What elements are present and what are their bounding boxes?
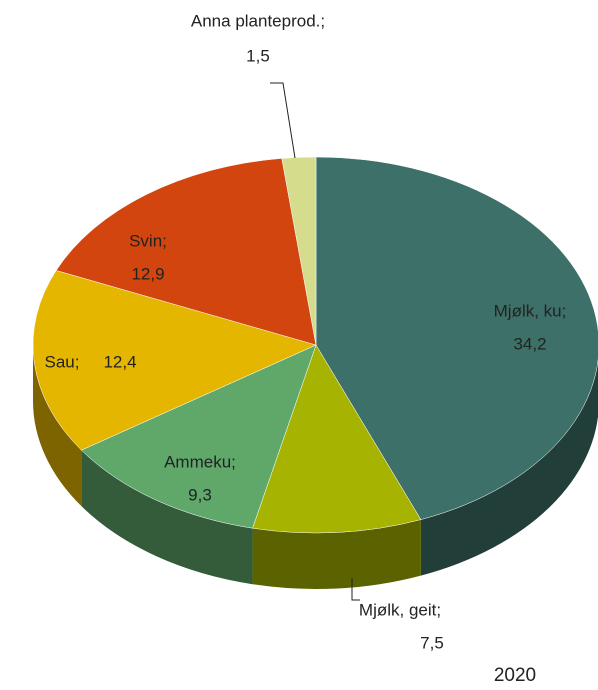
data-label-name: Sau; bbox=[45, 352, 80, 371]
data-label-value: 1,5 bbox=[246, 46, 270, 65]
slice bbox=[281, 156, 317, 346]
slice bbox=[55, 158, 317, 346]
annotation: 2020 bbox=[494, 665, 536, 686]
slice-side bbox=[420, 360, 598, 576]
slice-side bbox=[81, 450, 253, 585]
slice-side bbox=[252, 519, 421, 589]
data-label-value: 12,9 bbox=[131, 264, 164, 283]
data-label-name: Mjølk, ku; bbox=[494, 301, 567, 320]
slice bbox=[315, 156, 598, 520]
slice bbox=[80, 344, 317, 529]
leader-line bbox=[270, 82, 296, 159]
slice bbox=[32, 270, 317, 451]
data-label-name: Mjølk, geit; bbox=[359, 600, 441, 619]
slice-side bbox=[33, 345, 82, 507]
leader-line bbox=[351, 578, 360, 601]
data-label-value: 12,4 bbox=[103, 352, 136, 371]
data-label-value: 34,2 bbox=[513, 334, 546, 353]
data-label-name: Ammeku; bbox=[164, 452, 236, 471]
data-label-value: 7,5 bbox=[420, 633, 444, 652]
data-label-name: Svin; bbox=[129, 231, 167, 250]
data-label-name: Anna planteprod.; bbox=[191, 11, 325, 30]
data-label-value: 9,3 bbox=[188, 485, 212, 504]
slice bbox=[252, 344, 422, 534]
